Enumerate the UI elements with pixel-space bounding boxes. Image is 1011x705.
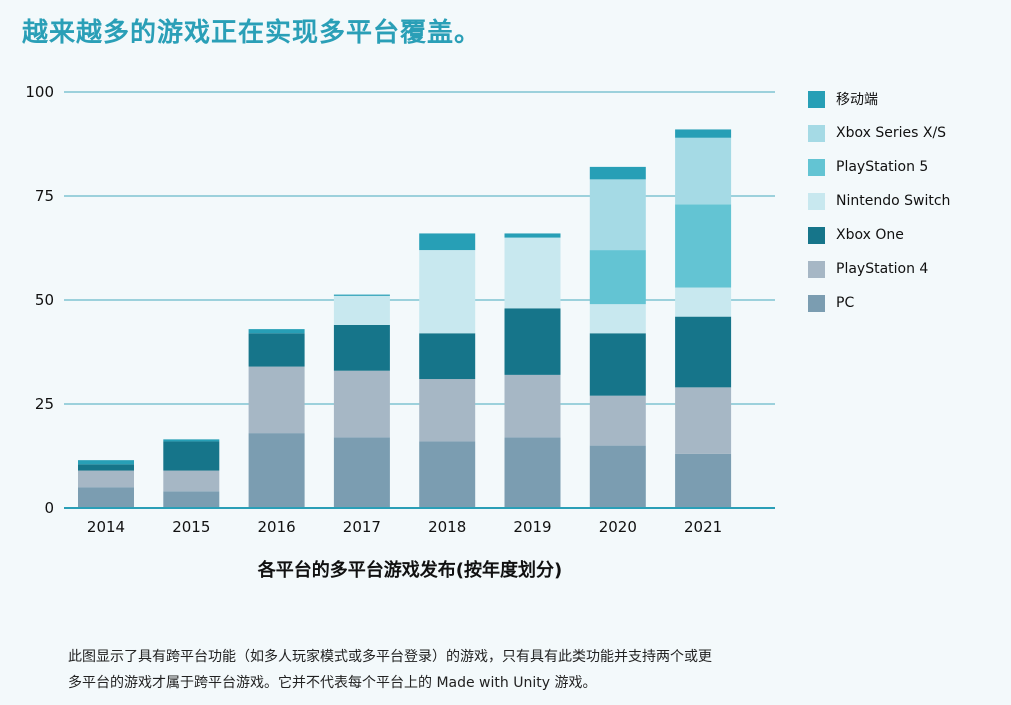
y-axis-ticks: 0 25 50 75 100 [25,83,54,517]
legend-swatch [808,192,825,210]
bar-2018-xbox-one [419,333,476,380]
bar-2020-nintendo-switch [589,304,646,334]
legend-item-pc: PC [808,286,950,320]
bar-2017-nintendo-switch [333,295,390,325]
x-tick-label: 2017 [343,518,381,536]
legend-item-xbox-one: Xbox One [808,218,950,252]
legend-swatch [808,90,825,108]
legend-item-移动端: 移动端 [808,82,950,116]
bar-2021-xbox-series-x-s [675,137,732,205]
bar-2019-xbox-one [504,308,561,375]
y-tick-label: 25 [35,395,54,413]
bar-2020-xbox-one [589,333,646,396]
footnote: 此图显示了具有跨平台功能（如多人玩家模式或多平台登录）的游戏，只有具有此类功能并… [68,644,788,696]
bar-2019-移动端 [504,233,561,238]
legend-label: Nintendo Switch [836,193,951,209]
bar-2016-playstation-4 [248,366,305,434]
bar-2015-playstation-4 [163,470,220,492]
y-tick-label: 0 [44,499,54,517]
bar-2021-playstation-5 [675,204,732,288]
y-tick-label: 75 [35,187,54,205]
x-tick-label: 2015 [172,518,210,536]
bar-2016-xbox-one [248,333,305,367]
bar-2021-pc [675,453,732,508]
bar-2020-playstation-4 [589,395,646,446]
x-tick-label: 2019 [513,518,551,536]
legend-item-playstation-5: PlayStation 5 [808,150,950,184]
x-tick-label: 2020 [599,518,637,536]
y-tick-label: 100 [25,83,54,101]
bar-2018-pc [419,441,476,508]
bar-2015-xbox-one [163,441,220,471]
chart-headline: 越来越多的游戏正在实现多平台覆盖。 [22,18,482,48]
y-tick-label: 50 [35,291,54,309]
bar-2017-playstation-4 [333,370,390,438]
bar-2017-pc [333,437,390,508]
bar-2015-移动端 [163,439,220,442]
x-tick-label: 2016 [258,518,296,536]
bar-2021-xbox-one [675,316,732,388]
bar-2020-pc [589,445,646,508]
bar-2019-pc [504,437,561,508]
bars [78,129,732,508]
bar-2015-pc [163,491,220,508]
x-tick-label: 2021 [684,518,722,536]
legend-label: Xbox One [836,227,904,243]
bar-2020-移动端 [589,166,646,180]
footnote-line-2: 多平台的游戏才属于跨平台游戏。它并不代表每个平台上的 Made with Uni… [68,675,597,691]
bar-2018-移动端 [419,233,476,251]
x-axis-ticks: 2014 2015 2016 2017 2018 2019 2020 2021 [87,518,722,536]
legend-item-playstation-4: PlayStation 4 [808,252,950,286]
bar-2014-pc [78,487,134,508]
bar-2014-playstation-4 [78,470,134,488]
bar-2021-playstation-4 [675,387,732,454]
legend-swatch [808,294,825,312]
legend-item-xbox-series-x-s: Xbox Series X/S [808,116,950,150]
bar-2014-移动端 [78,460,134,465]
x-tick-label: 2018 [428,518,466,536]
legend-label: Xbox Series X/S [836,125,947,141]
legend-label: PlayStation 4 [836,261,929,277]
bar-2021-nintendo-switch [675,287,732,317]
footnote-line-1: 此图显示了具有跨平台功能（如多人玩家模式或多平台登录）的游戏，只有具有此类功能并… [68,649,712,665]
legend-label: PlayStation 5 [836,159,929,175]
bar-2016-移动端 [248,329,305,334]
bar-2018-nintendo-switch [419,250,476,334]
legend-swatch [808,260,825,278]
legend-item-nintendo-switch: Nintendo Switch [808,184,950,218]
bar-2017-xbox-one [333,324,390,371]
bar-2014-xbox-one [78,464,134,471]
bar-2017-移动端 [333,294,390,296]
bar-2019-playstation-4 [504,374,561,438]
bar-2021-移动端 [675,129,732,138]
legend-label: 移动端 [836,92,878,108]
bar-2020-xbox-series-x-s [589,179,646,251]
legend: 移动端 Xbox Series X/S PlayStation 5 Nintendo … [808,82,950,320]
legend-swatch [808,158,825,176]
bar-2019-nintendo-switch [504,237,561,309]
bar-2020-playstation-5 [589,250,646,305]
bar-2018-playstation-4 [419,379,476,442]
legend-swatch [808,124,825,142]
bar-2016-pc [248,433,305,508]
legend-swatch [808,226,825,244]
legend-label: PC [836,295,855,311]
x-tick-label: 2014 [87,518,125,536]
x-axis-title: 各平台的多平台游戏发布(按年度划分) [257,560,563,581]
